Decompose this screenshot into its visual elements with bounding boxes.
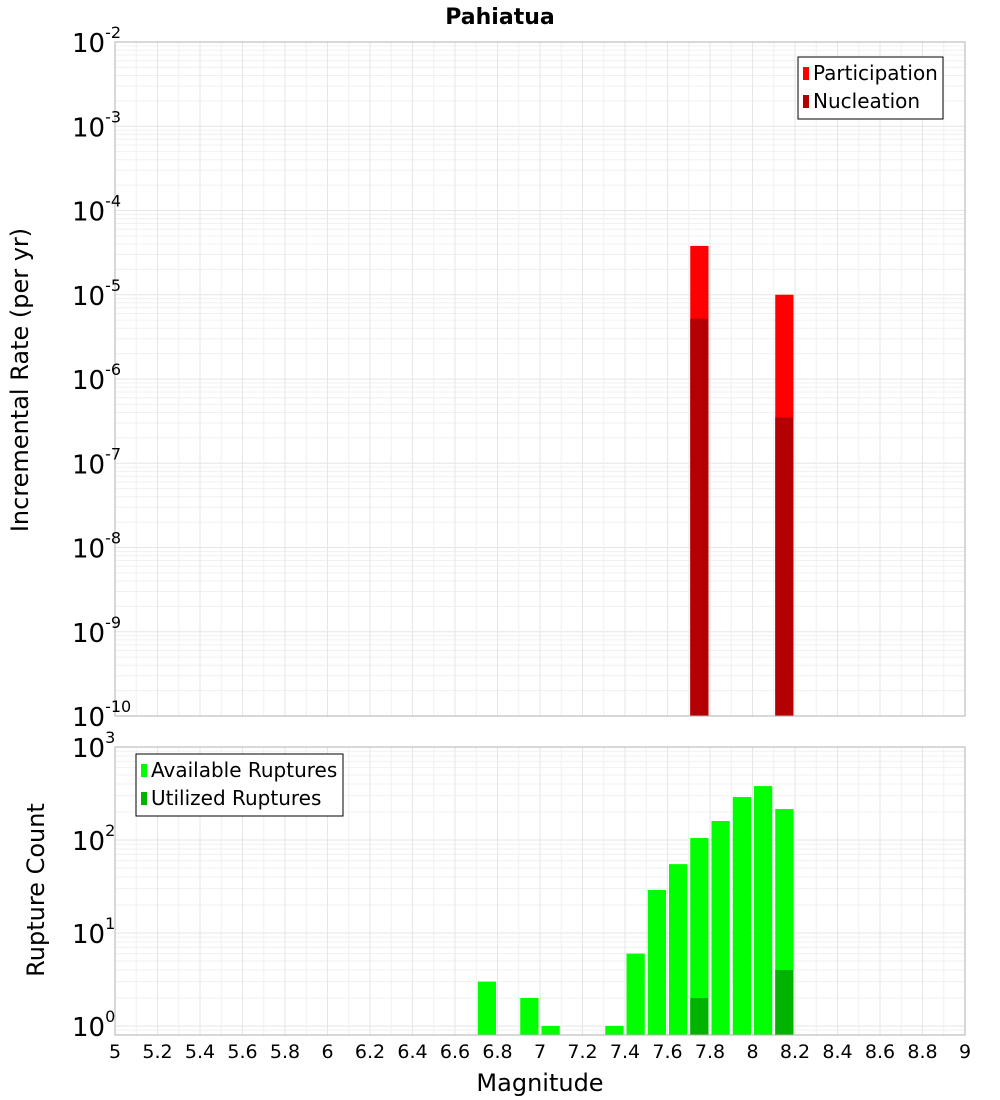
top-y-tick-label: 10-8 [72,529,121,565]
top-y-tick-label: 10-10 [72,697,131,733]
x-tick-label: 8.2 [780,1041,810,1063]
x-tick-label: 7.6 [652,1041,682,1063]
top-bar-nucleation [775,417,794,716]
x-tick-label: 6 [321,1041,333,1063]
top-y-tick-label: 10-9 [72,613,121,649]
legend-swatch-available-ruptures [141,764,147,777]
bottom-bar-available-ruptures [669,864,688,1035]
top-panel: 10-10 10-9 10-8 10-7 10-6 10-5 10-4 10-3 10-2 Par… [72,23,966,733]
x-tick-label: 7.2 [567,1041,597,1063]
bottom-bar-utilized-ruptures [775,969,794,1035]
bottom-bar-utilized-ruptures [690,997,709,1035]
top-y-tick-label: 10-4 [72,192,121,228]
x-tick-label: 9 [959,1041,971,1063]
x-tick-label: 5.6 [227,1041,257,1063]
x-tick-label: 6.8 [482,1041,512,1063]
x-tick-label: 5.8 [270,1041,300,1063]
x-tick-label: 7 [534,1041,546,1063]
bottom-panel: 100 101 102 103 Available Ruptures Utilized R… [72,728,966,1043]
bottom-bar-available-ruptures [626,953,645,1035]
x-tick-label: 5 [109,1041,121,1063]
bottom-bar-available-ruptures [477,981,496,1035]
bottom-bar-available-ruptures [711,821,730,1035]
top-y-tick-label: 10-6 [72,360,121,396]
bottom-legend: Available Ruptures Utilized Ruptures [135,753,344,817]
legend-frame [135,753,344,817]
bottom-y-tick-label: 101 [72,914,115,950]
legend-label-available-ruptures: Available Ruptures [151,758,337,782]
top-legend: Participation Nucleation [797,56,944,120]
top-y-tick-label: 10-3 [72,107,121,143]
x-tick-label: 7.4 [610,1041,640,1063]
bottom-bar-available-ruptures [605,1025,624,1035]
legend-label-nucleation: Nucleation [813,89,920,113]
bottom-bar-available-ruptures [541,1025,560,1035]
bottom-bar-available-ruptures [690,838,709,1035]
x-tick-label: 5.2 [142,1041,172,1063]
x-tick-label: 6.6 [440,1041,470,1063]
x-tick-label: 6.2 [355,1041,385,1063]
top-y-tick-label: 10-5 [72,276,121,312]
top-plot-frame [114,41,966,717]
top-bar-nucleation [690,318,709,716]
legend-swatch-nucleation [803,95,809,108]
legend-swatch-participation [803,67,809,80]
legend-swatch-utilized-ruptures [141,792,147,805]
x-tick-label: 8.4 [822,1041,852,1063]
x-tick-label: 6.4 [397,1041,427,1063]
legend-frame [797,56,944,120]
top-y-axis-title: Incremental Rate (per yr) [6,228,34,532]
bottom-y-axis-title: Rupture Count [22,803,50,977]
bottom-plot-frame [114,746,966,1036]
bottom-y-tick-label: 100 [72,1007,115,1043]
chart-title: Pahiatua [445,5,554,30]
x-tick-label: 8.6 [865,1041,895,1063]
bottom-bar-available-ruptures [520,997,539,1035]
bottom-y-tick-label: 103 [72,728,115,764]
bottom-bar-available-ruptures [732,796,751,1035]
x-tick-label: 8 [746,1041,758,1063]
legend-label-participation: Participation [813,61,938,85]
legend-label-utilized-ruptures: Utilized Ruptures [151,786,321,810]
bottom-bar-available-ruptures [754,786,773,1035]
x-tick-label: 7.8 [695,1041,725,1063]
x-tick-label: 5.4 [185,1041,215,1063]
x-tick-label: 8.8 [907,1041,937,1063]
bottom-y-tick-label: 102 [72,821,115,857]
top-y-tick-label: 10-7 [72,444,121,480]
bottom-bar-available-ruptures [647,889,666,1035]
x-axis-title: Magnitude [476,1069,603,1097]
top-y-tick-label: 10-2 [72,23,121,59]
